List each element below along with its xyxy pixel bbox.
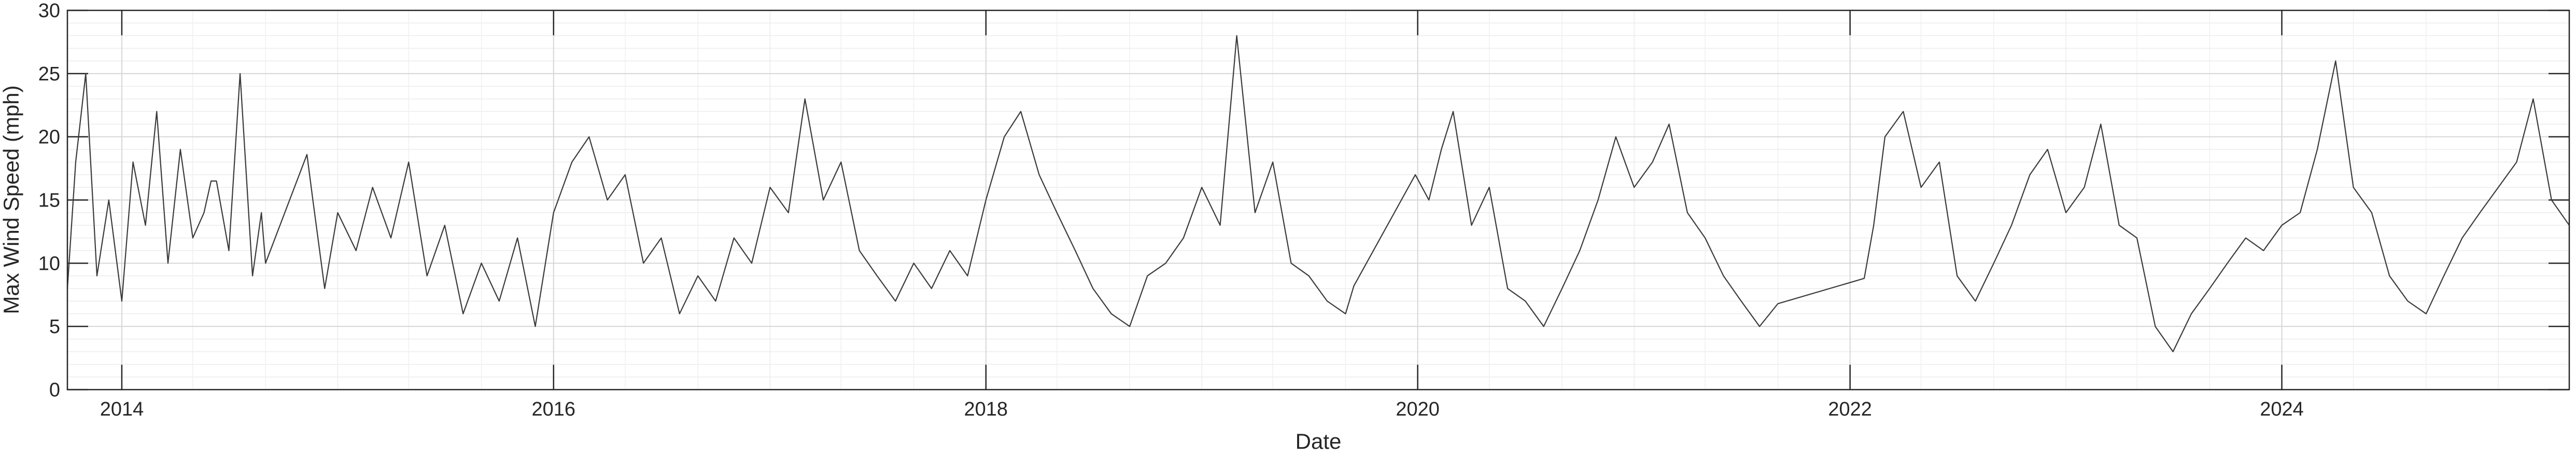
x-tick-labels: 2014 2016 2018 2020 2022 2024 <box>100 398 2304 420</box>
y-tick-label: 10 <box>38 253 60 274</box>
y-axis-title: Max Wind Speed (mph) <box>0 85 23 314</box>
y-tick-label: 5 <box>49 316 60 338</box>
y-tick-label: 30 <box>38 0 60 22</box>
series-layer <box>66 35 2570 353</box>
x-axis-title: Date <box>1296 429 1342 453</box>
y-tick-label: 25 <box>38 63 60 85</box>
y-tick-label: 15 <box>38 190 60 212</box>
wind-speed-series-line <box>66 35 2570 353</box>
y-tick-label: 0 <box>49 379 60 401</box>
y-tick-labels: 0 5 10 15 20 25 30 <box>38 0 60 401</box>
plot-frame <box>66 9 2570 391</box>
x-tick-label: 2016 <box>532 398 576 420</box>
x-tick-label: 2024 <box>2260 398 2304 420</box>
grid-layer <box>67 10 2569 390</box>
x-tick-label: 2022 <box>1828 398 1872 420</box>
x-tick-label: 2020 <box>1396 398 1440 420</box>
x-tick-label: 2018 <box>964 398 1008 420</box>
y-tick-label: 20 <box>38 127 60 148</box>
x-tick-label: 2014 <box>100 398 144 420</box>
